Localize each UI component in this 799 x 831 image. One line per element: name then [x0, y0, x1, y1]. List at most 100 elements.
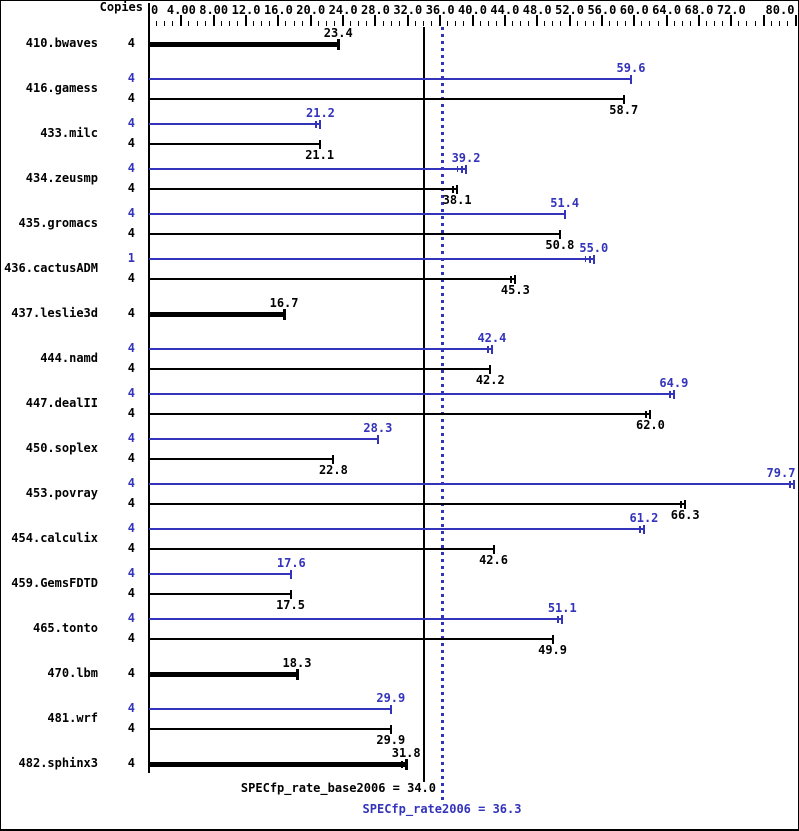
axis-minor-tick — [681, 21, 683, 26]
bar-value-label: 16.7 — [269, 296, 299, 310]
axis-minor-tick — [487, 21, 489, 26]
axis-minor-tick — [204, 21, 206, 26]
copies-value: 4 — [127, 701, 135, 715]
axis-minor-tick — [325, 21, 327, 26]
axis-minor-tick — [236, 21, 238, 26]
bar-value-label: 58.7 — [609, 103, 639, 117]
bar-value-label: 17.6 — [276, 556, 306, 570]
bar-end-cap — [337, 38, 341, 50]
axis-tick-label: 20.0 — [296, 3, 326, 17]
bar-end-cap — [319, 119, 322, 129]
axis-minor-tick — [455, 21, 457, 26]
axis-tick-label: 36.0 — [425, 3, 455, 17]
axis-major-tick — [374, 15, 377, 26]
peak-bar — [149, 123, 321, 125]
bar-end-cap — [672, 389, 675, 399]
axis-minor-tick — [390, 21, 392, 26]
base-bar — [149, 593, 291, 595]
axis-minor-tick — [641, 21, 643, 26]
peak-bar — [149, 78, 631, 80]
axis-minor-tick — [156, 21, 158, 26]
axis-minor-tick — [228, 21, 230, 26]
axis-minor-tick — [617, 21, 619, 26]
axis-minor-tick — [770, 21, 772, 26]
peak-bar — [149, 393, 674, 395]
benchmark-label: 459.GemsFDTD — [11, 576, 98, 590]
axis-tick-label: 4.00 — [166, 3, 196, 17]
bar-end-second-tick — [645, 410, 648, 418]
bar-value-label: 17.5 — [276, 598, 305, 612]
axis-minor-tick — [778, 21, 780, 26]
bar-value-label: 21.1 — [305, 148, 335, 162]
axis-minor-tick — [261, 21, 263, 26]
bar-value-label: 61.2 — [629, 511, 659, 525]
bar-end-cap — [630, 74, 632, 84]
bar-end-cap — [649, 409, 652, 419]
copies-value: 4 — [127, 91, 135, 105]
benchmark-label: 434.zeusmp — [25, 171, 98, 185]
axis-tick-label: 52.0 — [555, 3, 584, 17]
axis-major-tick — [600, 15, 603, 26]
axis-minor-tick — [188, 21, 190, 26]
axis-minor-tick — [172, 21, 174, 26]
peak-bar — [149, 573, 292, 575]
axis-major-tick — [795, 15, 797, 26]
benchmark-label: 482.sphinx3 — [18, 756, 98, 770]
bar-run-tick — [457, 166, 459, 172]
benchmark-label: 433.milc — [40, 126, 98, 140]
peak-summary-label: SPECfp_rate2006 = 36.3 — [362, 802, 522, 816]
bar-value-label: 38.1 — [442, 193, 472, 207]
bar-value-label: 79.7 — [766, 466, 796, 480]
axis-tick-label: 48.0 — [522, 3, 552, 17]
axis-tick-label: 60.0 — [619, 3, 649, 17]
axis-tick-label: 16.0 — [263, 3, 293, 17]
axis-minor-tick — [285, 21, 287, 26]
bar-value-label: 59.6 — [616, 61, 646, 75]
bar-end-cap — [563, 209, 566, 219]
base-bar — [149, 233, 560, 235]
axis-tick-label: 40.0 — [458, 3, 487, 17]
axis-tick-label: 24.0 — [328, 3, 358, 17]
bar-value-label: 31.8 — [391, 746, 421, 760]
bar-end-cap — [283, 308, 287, 320]
copies-value: 4 — [127, 116, 135, 130]
copies-value: 4 — [127, 271, 135, 285]
bar-value-label: 21.2 — [306, 106, 335, 120]
axis-major-tick — [277, 15, 280, 26]
bar-end-cap — [296, 668, 299, 680]
axis-major-tick — [245, 15, 248, 26]
axis-minor-tick — [560, 21, 562, 26]
axis-tick-label: 68.0 — [684, 3, 714, 17]
peak-bar — [149, 168, 467, 170]
axis-minor-tick — [220, 21, 222, 26]
base-bar — [149, 98, 624, 100]
axis-minor-tick — [196, 21, 198, 26]
axis-minor-tick — [552, 21, 554, 26]
axis-minor-tick — [544, 21, 546, 26]
base-bar — [149, 188, 458, 190]
base-reference-line — [422, 27, 425, 782]
bar-end-cap — [405, 758, 409, 770]
axis-minor-tick — [350, 21, 352, 26]
peak-bar — [149, 528, 644, 530]
benchmark-label: 481.wrf — [47, 711, 98, 725]
benchmark-label: 447.dealII — [25, 396, 98, 410]
bar-value-label: 51.4 — [550, 196, 580, 210]
bar-end-second-tick — [557, 615, 560, 623]
axis-major-tick — [536, 15, 539, 26]
base-bar — [149, 458, 334, 460]
axis-minor-tick — [511, 21, 513, 26]
axis-major-tick — [762, 15, 765, 26]
benchmark-label: 453.povray — [25, 486, 98, 500]
copies-value: 4 — [127, 226, 135, 240]
axis-minor-tick — [301, 21, 303, 26]
axis-minor-tick — [447, 21, 449, 26]
base-summary-label: SPECfp_rate_base2006 = 34.0 — [240, 781, 436, 795]
base-bar — [149, 143, 320, 145]
bar-value-label: 42.6 — [479, 553, 508, 567]
axis-minor-tick — [382, 21, 384, 26]
copies-value: 4 — [127, 386, 135, 400]
axis-major-tick — [439, 15, 442, 26]
copies-value: 4 — [127, 566, 135, 580]
bar-end-second-tick — [588, 255, 591, 263]
